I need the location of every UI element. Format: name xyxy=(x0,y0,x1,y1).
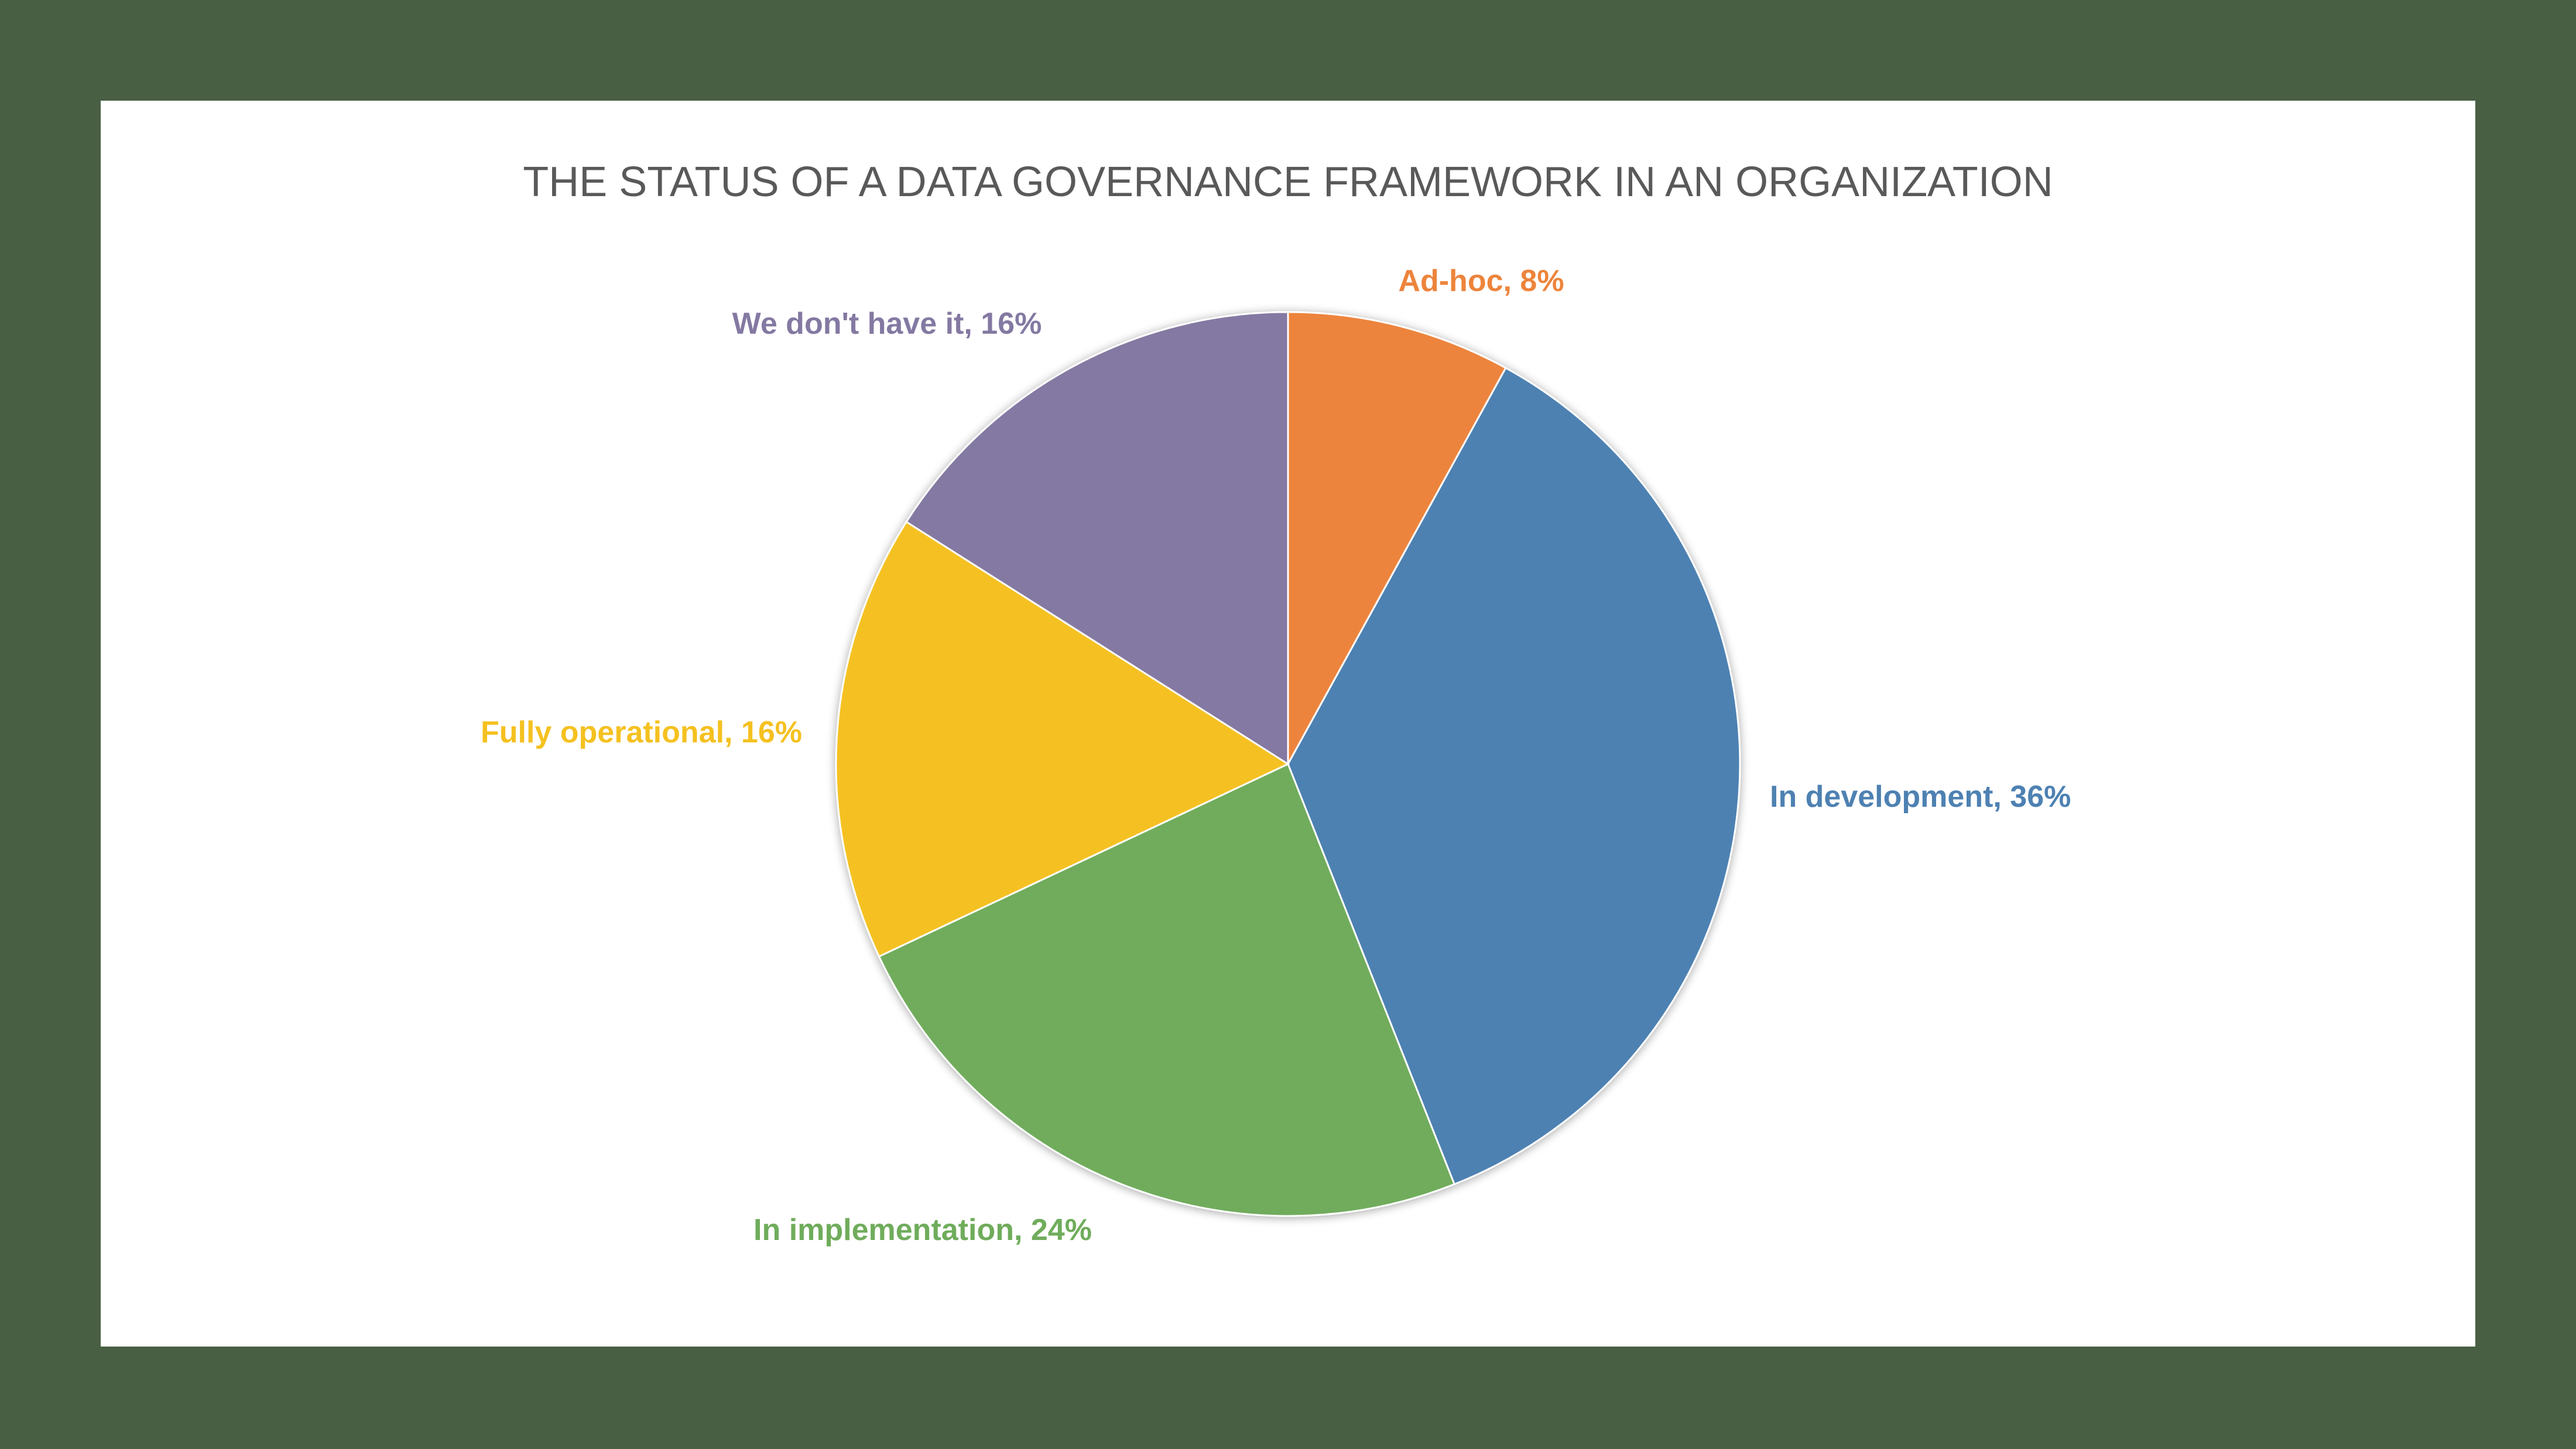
data-label-ad-hoc: Ad-hoc, 8% xyxy=(1398,264,1564,298)
pie-slice-in-implementation xyxy=(878,762,1456,1217)
pie-slice-in-development xyxy=(1287,366,1741,1186)
pie-slice-fully-operational xyxy=(835,520,1290,958)
data-label-in-implementation: In implementation, 24% xyxy=(753,1213,1092,1247)
data-label-in-development: In development, 36% xyxy=(1770,780,2071,814)
pie-labels: Ad-hoc, 8% In development, 36% In implemen… xyxy=(481,264,2071,1247)
data-label-fully-operational: Fully operational, 16% xyxy=(481,715,802,749)
pie-slices xyxy=(835,311,1741,1217)
pie-slice-ad-hoc xyxy=(1287,311,1507,765)
data-label-we-don-t-have-it: We don't have it, 16% xyxy=(732,307,1042,341)
pie-slice-we-don-t-have-it xyxy=(905,311,1289,766)
chart-title: THE STATUS OF A DATA GOVERNANCE FRAMEWOR… xyxy=(523,159,2053,205)
